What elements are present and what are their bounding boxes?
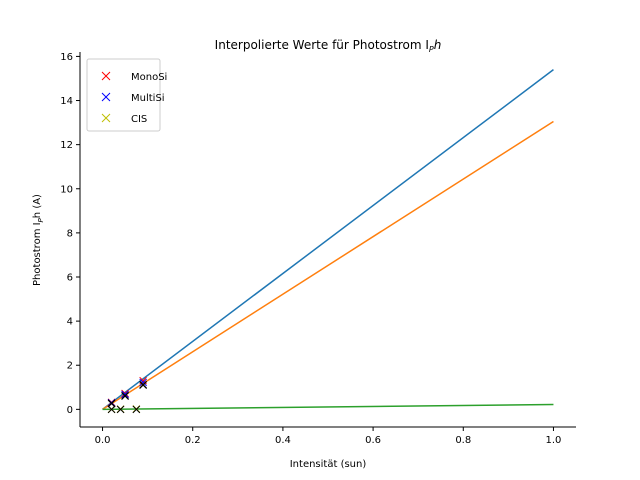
y-tick-label-3: 6 xyxy=(67,273,73,284)
x-axis-label: Intensität (sun) xyxy=(290,459,367,470)
legend-label-0: MonoSi xyxy=(131,72,167,83)
legend-items: MonoSi MultiSi CIS xyxy=(101,71,167,125)
y-tick-label-1: 2 xyxy=(67,361,73,372)
legend-marker-1-stroke-b xyxy=(101,92,111,102)
x-tick-label-1: 0.2 xyxy=(185,435,201,446)
series-line-2 xyxy=(102,403,554,411)
marker-3-6 xyxy=(107,405,116,414)
x-tick-label-3: 0.6 xyxy=(365,435,381,446)
y-tick-label-2: 4 xyxy=(67,317,73,328)
marker-3-5 xyxy=(139,381,147,389)
legend-marker-0 xyxy=(101,71,111,81)
x-tick-label-2: 0.4 xyxy=(275,435,291,446)
legend-marker-0-stroke-b xyxy=(101,71,111,81)
y-axis-label: Photostrom IPh (A) xyxy=(32,194,45,286)
series-lines xyxy=(102,69,554,411)
marker-0-1 xyxy=(121,389,129,398)
chart-title-sub: P xyxy=(429,45,434,54)
legend-marker-1 xyxy=(101,92,111,102)
y-tick-label-7: 14 xyxy=(60,96,73,107)
y-tick-label-6: 12 xyxy=(60,140,73,151)
y-axis-ticks: 0 2 4 6 8 10 12 14 16 xyxy=(60,52,80,416)
marker-1-2-stroke-b xyxy=(139,378,147,387)
x-tick-label-4: 0.8 xyxy=(455,435,471,446)
x-tick-label-5: 1.0 xyxy=(546,435,562,446)
y-axis-label-suffix: h (A) xyxy=(32,194,43,218)
marker-0-1-stroke-b xyxy=(121,389,129,398)
marker-3-8-stroke-b xyxy=(132,405,141,414)
marker-3-7-stroke-b xyxy=(116,405,125,414)
y-tick-label-0: 0 xyxy=(67,405,73,416)
legend-marker-2 xyxy=(101,113,111,123)
marker-3-5-stroke-b xyxy=(139,381,147,389)
x-axis-ticks: 0.0 0.2 0.4 0.6 0.8 1.0 xyxy=(95,427,562,446)
marker-1-1 xyxy=(121,390,129,399)
marker-3-4 xyxy=(121,392,129,400)
marker-3-3 xyxy=(107,399,116,408)
marker-3-7 xyxy=(116,405,125,414)
series-line-1 xyxy=(102,120,554,410)
y-tick-label-5: 10 xyxy=(60,184,73,195)
x-tick-label-0: 0.0 xyxy=(95,435,111,446)
y-axis-label-main: Photostrom I xyxy=(32,222,43,286)
scatter-markers xyxy=(107,376,147,414)
marker-3-4-stroke-b xyxy=(121,392,129,400)
legend: MonoSi MultiSi CIS xyxy=(86,58,167,132)
legend-label-2: CIS xyxy=(131,114,147,125)
marker-3-3-stroke-b xyxy=(107,399,116,408)
y-axis-label-sub: P xyxy=(37,217,45,222)
y-tick-label-8: 16 xyxy=(60,52,73,63)
marker-1-2 xyxy=(139,378,147,387)
marker-3-6-stroke-b xyxy=(107,405,116,414)
marker-1-1-stroke-b xyxy=(121,390,129,399)
y-tick-label-4: 8 xyxy=(67,228,73,239)
marker-3-8 xyxy=(132,405,141,414)
legend-label-1: MultiSi xyxy=(131,93,165,104)
series-line-0 xyxy=(102,69,554,410)
chart-title-main: Interpolierte Werte für Photostrom I xyxy=(215,38,429,52)
legend-marker-2-stroke-b xyxy=(101,113,111,123)
chart-title: Interpolierte Werte für Photostrom IPh xyxy=(215,38,442,54)
chart-title-suffix: h xyxy=(434,38,442,52)
